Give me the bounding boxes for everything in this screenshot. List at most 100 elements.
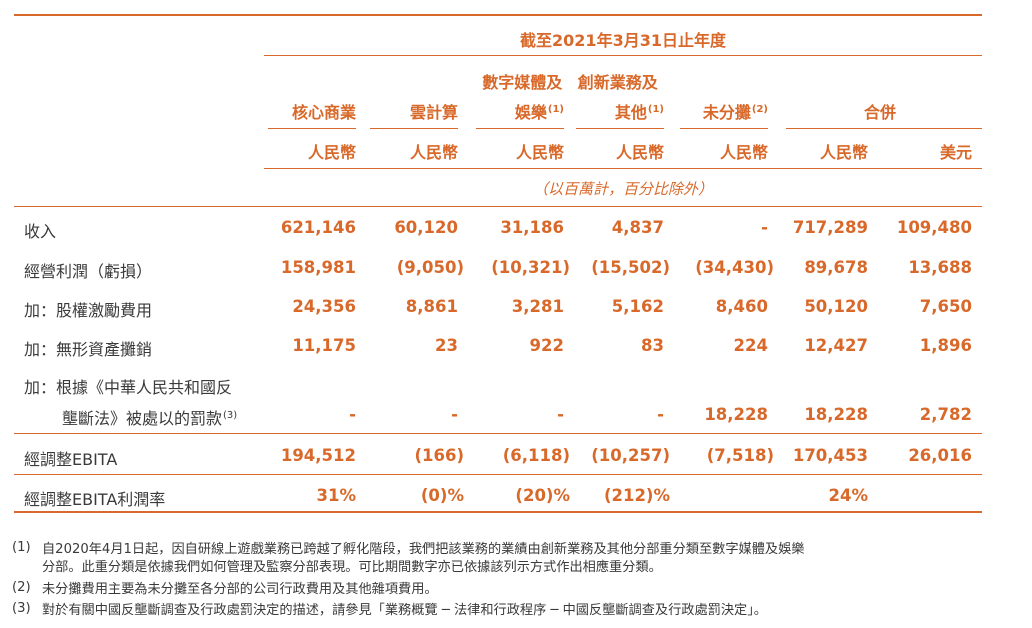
column-header: 未分攤(2) — [668, 99, 768, 123]
table-cell: 24% — [828, 486, 869, 505]
table-cell: 158,981 — [280, 258, 356, 277]
column-header: 合併 — [780, 99, 980, 123]
row-label: 加：根據《中華人民共和國反 — [24, 378, 233, 397]
period-rule — [264, 55, 982, 56]
footnote-text: 自2020年4月1日起，因自研線上遊戲業務已跨越了孵化階段，我們把該業務的業績由… — [42, 542, 805, 557]
row-label: 經調整EBITA — [24, 450, 118, 469]
column-header-rule — [476, 128, 564, 129]
table-cell: 224 — [733, 336, 768, 355]
column-header: 娛樂(1) — [464, 99, 564, 123]
table-cell: (10,321) — [491, 258, 570, 277]
column-header-label: 其他 — [614, 103, 647, 122]
table-cell: (7,518) — [706, 446, 774, 465]
table-cell: 50,120 — [804, 297, 868, 316]
table-cell: 31,186 — [500, 218, 564, 237]
unit-note: （以百萬計，百分比除外） — [532, 180, 713, 198]
column-header-rule — [268, 128, 356, 129]
unit-rule — [14, 206, 982, 207]
table-cell: 922 — [529, 336, 564, 355]
column-header: 核心商業 — [256, 99, 356, 123]
table-cell: (0)% — [420, 486, 464, 505]
row-label: 收入 — [24, 222, 57, 241]
column-header-rule — [370, 128, 458, 129]
column-header-label: 雲計算 — [409, 103, 458, 122]
top-rule — [14, 14, 982, 16]
table-cell: 83 — [641, 336, 664, 355]
footnote-text: 分部。此重分類是依據我們如何管理及監察分部表現。可比期間數字亦已依據該列示方式作… — [42, 560, 662, 575]
row-label: 加：無形資產攤銷 — [24, 340, 153, 359]
table-cell: 11,175 — [292, 336, 356, 355]
table-cell: - — [557, 405, 564, 424]
footnote-index: (2) — [12, 580, 31, 595]
table-cell: 4,837 — [611, 218, 664, 237]
table-cell: 194,512 — [280, 446, 356, 465]
table-bottom-rule — [14, 511, 982, 513]
row-label-continued: 壟斷法》被處以的罰款(3) — [62, 405, 237, 429]
table-cell: (10,257) — [591, 446, 670, 465]
table-cell: - — [451, 405, 458, 424]
column-header: 其他(1) — [564, 99, 664, 123]
row-label: 加：股權激勵費用 — [24, 301, 153, 320]
column-header-rule — [680, 128, 768, 129]
column-header-footnote-ref: (2) — [751, 103, 768, 115]
table-cell: 8,460 — [715, 297, 768, 316]
table-cell: 2,782 — [919, 405, 972, 424]
table-cell: 170,453 — [792, 446, 868, 465]
group-header-part2: 創新業務及 — [577, 73, 658, 92]
column-header-label: 娛樂 — [514, 103, 547, 122]
row-label: 經營利潤（虧損） — [24, 262, 153, 281]
column-header: 雲計算 — [358, 99, 458, 123]
footnote-index: (1) — [12, 540, 31, 555]
table-cell: 18,228 — [704, 405, 768, 424]
column-header-footnote-ref: (1) — [547, 103, 564, 115]
footnote-text: 對於有關中國反壟斷調查及行政處罰決定的描述，請參見「業務概覽 ─ 法律和行政程序… — [42, 603, 767, 618]
table-cell: - — [761, 218, 768, 237]
group-header-line1: 數字媒體及 創新業務及 — [440, 69, 700, 93]
table-cell: 26,016 — [908, 446, 972, 465]
currency-label: 人民幣 — [719, 143, 768, 162]
group-header-part1: 數字媒體及 — [482, 73, 563, 92]
table-cell: 13,688 — [908, 258, 972, 277]
table-cell: 12,427 — [804, 336, 868, 355]
table-cell: - — [349, 405, 356, 424]
table-cell: 717,289 — [792, 218, 868, 237]
table-cell: (15,502) — [591, 258, 670, 277]
column-header-rule — [576, 128, 664, 129]
table-cell: 621,146 — [280, 218, 356, 237]
footnote-index: (3) — [12, 601, 31, 616]
column-header-footnote-ref: (1) — [647, 103, 664, 115]
table-cell: 60,120 — [394, 218, 458, 237]
table-cell: (166) — [414, 446, 464, 465]
ebita-rule-bottom — [14, 474, 982, 475]
currency-label: 美元 — [939, 143, 972, 162]
table-cell: (34,430) — [695, 258, 774, 277]
column-header-label: 未分攤 — [702, 103, 751, 122]
row-footnote-ref: (3) — [223, 409, 238, 421]
column-header-label: 合併 — [863, 103, 896, 122]
currency-label: 人民幣 — [409, 143, 458, 162]
footnote-text: 未分攤費用主要為未分攤至各分部的公司行政費用及其他雜項費用。 — [42, 582, 438, 597]
table-cell: 5,162 — [611, 297, 664, 316]
column-header-rule — [786, 128, 982, 129]
currency-label: 人民幣 — [819, 143, 868, 162]
table-cell: 1,896 — [919, 336, 972, 355]
table-cell: 24,356 — [292, 297, 356, 316]
table-cell: - — [657, 405, 664, 424]
ebita-rule-top — [14, 433, 982, 434]
currency-label: 人民幣 — [615, 143, 664, 162]
table-cell: 109,480 — [896, 218, 972, 237]
column-header-label: 核心商業 — [291, 103, 356, 122]
currency-label: 人民幣 — [515, 143, 564, 162]
row-label: 經調整EBITA利潤率 — [24, 490, 166, 509]
table-cell: 7,650 — [919, 297, 972, 316]
currency-label: 人民幣 — [307, 143, 356, 162]
table-cell: 18,228 — [804, 405, 868, 424]
period-header: 截至2021年3月31日止年度 — [520, 31, 726, 50]
table-cell: (9,050) — [396, 258, 464, 277]
table-cell: 31% — [316, 486, 357, 505]
table-cell: (6,118) — [502, 446, 570, 465]
table-cell: 8,861 — [405, 297, 458, 316]
table-cell: 23 — [435, 336, 458, 355]
table-cell: (212)% — [603, 486, 670, 505]
table-cell: 89,678 — [804, 258, 868, 277]
